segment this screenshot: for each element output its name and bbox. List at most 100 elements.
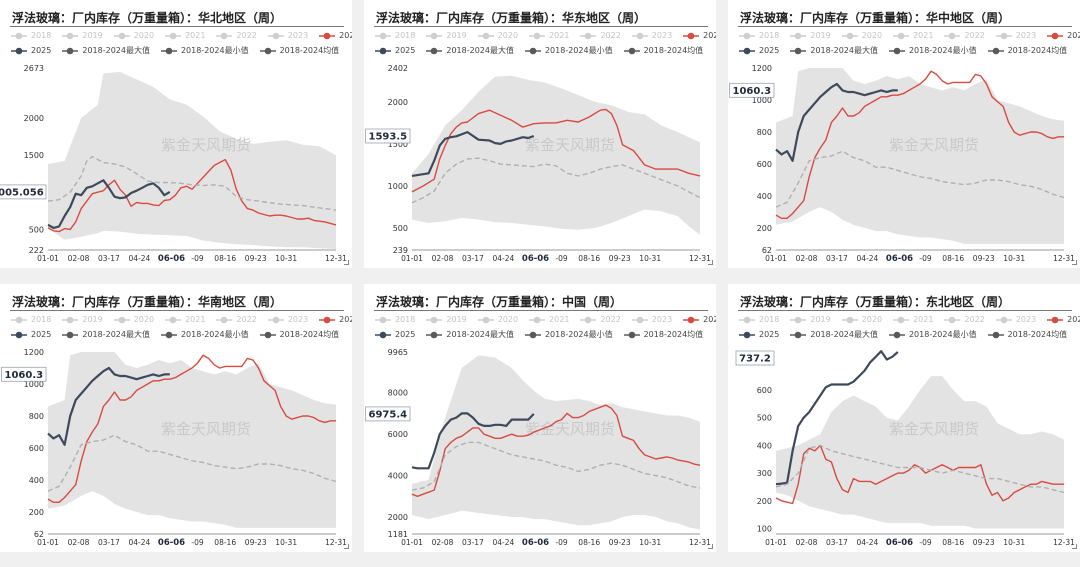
legend-item[interactable]: 2018 bbox=[738, 31, 779, 40]
legend-item[interactable]: 2021 bbox=[164, 31, 205, 40]
legend-item[interactable]: 2020 bbox=[841, 31, 882, 40]
legend-item[interactable]: 2025 bbox=[738, 330, 779, 339]
legend-item[interactable]: 2024 bbox=[318, 315, 352, 324]
legend-item[interactable]: 2025 bbox=[10, 330, 51, 339]
legend-label: 2018-2024均值 bbox=[279, 46, 340, 55]
legend-item[interactable]: 2018 bbox=[738, 315, 779, 324]
legend-item[interactable]: 2018-2024均值 bbox=[623, 45, 703, 56]
legend-item[interactable]: 2022 bbox=[215, 31, 257, 40]
y-tick-label: 600 bbox=[757, 386, 772, 395]
legend-item[interactable]: 2018 bbox=[374, 315, 415, 324]
legend-item[interactable]: 2022 bbox=[579, 31, 621, 40]
legend-item[interactable]: 2021 bbox=[892, 31, 933, 40]
legend-label: 2020 bbox=[861, 315, 883, 324]
legend-item[interactable]: 2018 bbox=[374, 31, 415, 40]
legend-item[interactable]: 2018-2024最大值 bbox=[789, 45, 878, 56]
legend-item[interactable]: 2023 bbox=[995, 31, 1036, 40]
x-tick-label: 03-17 bbox=[98, 538, 120, 547]
legend-item[interactable]: 2020 bbox=[841, 315, 882, 324]
legend-item[interactable]: 2020 bbox=[477, 31, 518, 40]
legend-item[interactable]: 2018-2024最小值 bbox=[160, 329, 249, 340]
legend-marker-icon bbox=[165, 32, 182, 39]
legend-item[interactable]: 2018-2024最大值 bbox=[425, 329, 514, 340]
legend-marker-icon bbox=[790, 316, 807, 323]
legend-item[interactable]: 2023 bbox=[267, 31, 308, 40]
legend-item[interactable]: 2018-2024最小值 bbox=[524, 329, 613, 340]
x-tick-label: 08-16 bbox=[214, 254, 236, 263]
legend-item[interactable]: 2018-2024最小值 bbox=[888, 329, 977, 340]
x-tick-label: 10-31 bbox=[639, 254, 661, 263]
legend-item[interactable]: 2019 bbox=[425, 31, 467, 40]
legend-item[interactable]: 2018-2024最大值 bbox=[425, 45, 514, 56]
legend-item[interactable]: 2024 bbox=[682, 315, 716, 324]
legend-item[interactable]: 2018-2024最小值 bbox=[160, 45, 249, 56]
legend-item[interactable]: 2025 bbox=[374, 330, 415, 339]
legend-item[interactable]: 2018-2024均值 bbox=[259, 329, 339, 340]
legend-item[interactable]: 2023 bbox=[631, 31, 672, 40]
legend-item[interactable]: 2021 bbox=[892, 315, 933, 324]
legend-marker-icon bbox=[790, 32, 807, 39]
resize-corner-icon bbox=[344, 544, 349, 549]
legend-item[interactable]: 2018-2024最大值 bbox=[789, 329, 878, 340]
legend-item[interactable]: 2019 bbox=[61, 31, 103, 40]
legend-item[interactable]: 2021 bbox=[164, 315, 205, 324]
legend-item[interactable]: 2024 bbox=[1046, 31, 1080, 40]
series-line-average bbox=[775, 444, 1065, 494]
legend-item[interactable]: 2018-2024均值 bbox=[259, 45, 340, 56]
legend-item[interactable]: 2018-2024最小值 bbox=[888, 45, 977, 56]
series-line-average bbox=[47, 434, 337, 492]
legend-item[interactable]: 2021 bbox=[528, 31, 569, 40]
legend-label: 2019 bbox=[82, 315, 103, 324]
legend-item[interactable]: 2018-2024均值 bbox=[987, 45, 1067, 56]
legend-item[interactable]: 2018-2024均值 bbox=[623, 329, 703, 340]
legend-item[interactable]: 2021 bbox=[528, 315, 569, 324]
x-tick-label: 06-06 bbox=[886, 254, 913, 264]
legend-item[interactable]: 2018 bbox=[10, 31, 51, 40]
legend-item[interactable]: 2018-2024最大值 bbox=[61, 329, 150, 340]
title-divider bbox=[10, 26, 344, 27]
legend-item[interactable]: 2018-2024最小值 bbox=[524, 45, 613, 56]
legend-item[interactable]: 2018 bbox=[10, 315, 51, 324]
legend-item[interactable]: 2025 bbox=[10, 46, 51, 55]
legend-item[interactable]: 2022 bbox=[943, 315, 985, 324]
legend-label: 2020 bbox=[497, 31, 519, 40]
legend-item[interactable]: 2022 bbox=[579, 315, 621, 324]
legend-item[interactable]: 2020 bbox=[477, 315, 518, 324]
legend-item[interactable]: 2024 bbox=[1046, 315, 1080, 324]
legend-label: 2018 bbox=[759, 315, 780, 324]
legend-item[interactable]: 2022 bbox=[215, 315, 257, 324]
chart-title: 浮法玻璃：厂内库存（万重量箱）：东北地区（周） bbox=[740, 295, 1011, 309]
legend-marker-icon bbox=[790, 47, 807, 54]
watermark-text: 紫金天风期货 bbox=[889, 136, 979, 154]
legend-item[interactable]: 2019 bbox=[789, 31, 831, 40]
legend-label: 2018-2024最大值 bbox=[810, 46, 878, 55]
legend: 2018 2019 2020 2021 2022 2023 2024 bbox=[10, 31, 352, 43]
legend: 2018 2019 2020 2021 2022 2023 2024 bbox=[738, 315, 1080, 327]
legend-item[interactable]: 2020 bbox=[113, 315, 154, 324]
legend-item[interactable]: 2022 bbox=[943, 31, 985, 40]
legend-item[interactable]: 2019 bbox=[61, 315, 103, 324]
legend-item[interactable]: 2020 bbox=[113, 31, 154, 40]
y-tick-label: 200 bbox=[757, 497, 772, 506]
legend-item[interactable]: 2024 bbox=[682, 31, 716, 40]
legend-marker-icon bbox=[426, 47, 443, 54]
legend-marker-icon bbox=[165, 316, 182, 323]
legend-item[interactable]: 2019 bbox=[425, 315, 467, 324]
legend-marker-icon bbox=[739, 47, 755, 54]
legend-item[interactable]: 2023 bbox=[631, 315, 672, 324]
legend-item[interactable]: 2024 bbox=[318, 31, 352, 40]
legend-item[interactable]: 2018-2024均值 bbox=[987, 329, 1067, 340]
series-line-average bbox=[411, 157, 701, 204]
x-tick-label: 10-31 bbox=[275, 254, 297, 263]
legend-item[interactable]: 2025 bbox=[738, 46, 779, 55]
legend-item[interactable]: 2023 bbox=[267, 315, 308, 324]
x-tick-label: -09 bbox=[919, 538, 931, 547]
legend-item[interactable]: 2019 bbox=[789, 315, 831, 324]
legend-item[interactable]: 2018-2024最大值 bbox=[61, 45, 150, 56]
legend-item[interactable]: 2023 bbox=[995, 315, 1036, 324]
legend-item[interactable]: 2025 bbox=[374, 46, 415, 55]
y-tick-label: 100 bbox=[757, 525, 772, 534]
chart-title: 浮法玻璃：厂内库存（万重量箱）：华东地区（周） bbox=[376, 11, 647, 25]
